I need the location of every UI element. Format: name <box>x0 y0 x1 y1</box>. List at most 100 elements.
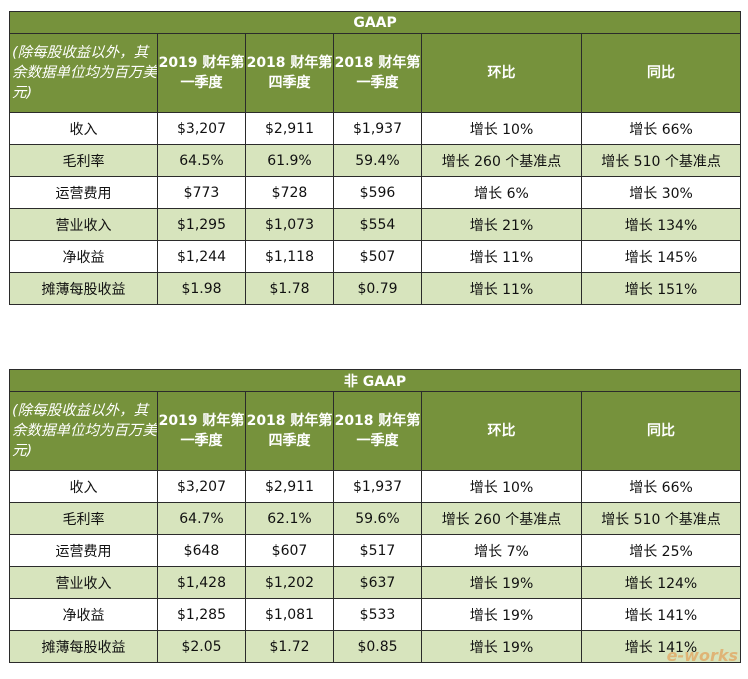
table-cell: 增长 134% <box>580 208 742 241</box>
table-cell: $554 <box>333 208 422 241</box>
row-label: 毛利率 <box>9 502 158 535</box>
table-row: 运营费用 $773 $728 $596 增长 6% 增长 30% <box>9 176 742 209</box>
table-cell: $1,937 <box>333 470 422 503</box>
table-cell: 增长 21% <box>421 208 582 241</box>
row-label: 运营费用 <box>9 534 158 567</box>
table-cell: 增长 30% <box>580 176 742 209</box>
unit-note: (除每股收益以外，其余数据单位均为百万美元) <box>9 391 158 471</box>
table-cell: 增长 145% <box>580 240 742 273</box>
table-cell: $1.72 <box>245 630 334 663</box>
table-row: 摊薄每股收益 $2.05 $1.72 $0.85 增长 19% 增长 141% <box>9 630 742 663</box>
non-gaap-table-title: 非 GAAP <box>8 369 742 392</box>
table-cell: 增长 10% <box>421 112 582 145</box>
table-row: 营业收入 $1,428 $1,202 $637 增长 19% 增长 124% <box>9 566 742 599</box>
watermark-logo: e-works <box>666 646 738 665</box>
table-row: 营业收入 $1,295 $1,073 $554 增长 21% 增长 134% <box>9 208 742 241</box>
table-cell: $1,118 <box>245 240 334 273</box>
table-cell: 增长 11% <box>421 240 582 273</box>
table-cell: $1,295 <box>157 208 246 241</box>
table-cell: 增长 66% <box>580 470 742 503</box>
row-label: 净收益 <box>9 598 158 631</box>
col-yoy: 同比 <box>580 391 742 471</box>
table-cell: $3,207 <box>157 112 246 145</box>
table-cell: 增长 19% <box>421 566 582 599</box>
table-cell: 增长 510 个基准点 <box>580 144 742 177</box>
row-label: 净收益 <box>9 240 158 273</box>
table-cell: 62.1% <box>245 502 334 535</box>
row-label: 收入 <box>9 470 158 503</box>
table-cell: $637 <box>333 566 422 599</box>
table-cell: 增长 11% <box>421 272 582 305</box>
table-cell: 增长 10% <box>421 470 582 503</box>
row-label: 毛利率 <box>9 144 158 177</box>
table-cell: $517 <box>333 534 422 567</box>
table-row: 收入 $3,207 $2,911 $1,937 增长 10% 增长 66% <box>9 470 742 503</box>
table-cell: 增长 151% <box>580 272 742 305</box>
table-cell: $773 <box>157 176 246 209</box>
row-label: 摊薄每股收益 <box>9 272 158 305</box>
table-cell: 59.6% <box>333 502 422 535</box>
row-label: 营业收入 <box>9 566 158 599</box>
table-cell: $648 <box>157 534 246 567</box>
gaap-header-row: (除每股收益以外，其余数据单位均为百万美元) 2019 财年第一季度 2018 … <box>9 33 742 113</box>
table-cell: 增长 6% <box>421 176 582 209</box>
col-qoq: 环比 <box>421 33 582 113</box>
table-cell: $1,244 <box>157 240 246 273</box>
row-label: 营业收入 <box>9 208 158 241</box>
table-cell: 增长 7% <box>421 534 582 567</box>
table-cell: 增长 25% <box>580 534 742 567</box>
gaap-table: GAAP (除每股收益以外，其余数据单位均为百万美元) 2019 财年第一季度 … <box>8 11 742 305</box>
unit-note: (除每股收益以外，其余数据单位均为百万美元) <box>9 33 158 113</box>
table-cell: $1,285 <box>157 598 246 631</box>
table-cell: $0.85 <box>333 630 422 663</box>
table-cell: $596 <box>333 176 422 209</box>
row-label: 运营费用 <box>9 176 158 209</box>
table-row: 毛利率 64.5% 61.9% 59.4% 增长 260 个基准点 增长 510 个基准点 <box>9 144 742 177</box>
table-cell: 增长 510 个基准点 <box>580 502 742 535</box>
col-fy2019-q1: 2019 财年第一季度 <box>157 33 246 113</box>
row-label: 摊薄每股收益 <box>9 630 158 663</box>
table-cell: $507 <box>333 240 422 273</box>
table-cell: $1,081 <box>245 598 334 631</box>
table-cell: $1,073 <box>245 208 334 241</box>
non-gaap-table: 非 GAAP (除每股收益以外，其余数据单位均为百万美元) 2019 财年第一季… <box>8 369 742 663</box>
table-cell: $1,202 <box>245 566 334 599</box>
table-cell: 59.4% <box>333 144 422 177</box>
table-row: 净收益 $1,285 $1,081 $533 增长 19% 增长 141% <box>9 598 742 631</box>
non-gaap-header-row: (除每股收益以外，其余数据单位均为百万美元) 2019 财年第一季度 2018 … <box>9 391 742 471</box>
table-cell: 增长 19% <box>421 598 582 631</box>
table-cell: 增长 124% <box>580 566 742 599</box>
table-cell: $1.78 <box>245 272 334 305</box>
table-cell: $1,937 <box>333 112 422 145</box>
table-cell: 61.9% <box>245 144 334 177</box>
table-cell: 增长 66% <box>580 112 742 145</box>
col-qoq: 环比 <box>421 391 582 471</box>
table-cell: $607 <box>245 534 334 567</box>
col-fy2018-q1: 2018 财年第一季度 <box>333 391 422 471</box>
col-yoy: 同比 <box>580 33 742 113</box>
table-cell: 增长 141% <box>580 598 742 631</box>
table-cell: $728 <box>245 176 334 209</box>
table-cell: 增长 141% <box>580 630 742 663</box>
table-cell: $533 <box>333 598 422 631</box>
row-label: 收入 <box>9 112 158 145</box>
table-cell: $2,911 <box>245 112 334 145</box>
table-row: 毛利率 64.7% 62.1% 59.6% 增长 260 个基准点 增长 510 个基准点 <box>9 502 742 535</box>
table-cell: 64.5% <box>157 144 246 177</box>
table-row: 运营费用 $648 $607 $517 增长 7% 增长 25% <box>9 534 742 567</box>
table-cell: 增长 260 个基准点 <box>421 502 582 535</box>
col-fy2018-q1: 2018 财年第一季度 <box>333 33 422 113</box>
table-row: 收入 $3,207 $2,911 $1,937 增长 10% 增长 66% <box>9 112 742 145</box>
table-cell: 64.7% <box>157 502 246 535</box>
gaap-table-title: GAAP <box>8 11 742 34</box>
table-cell: 增长 19% <box>421 630 582 663</box>
table-cell: $2.05 <box>157 630 246 663</box>
table-cell: $1.98 <box>157 272 246 305</box>
col-fy2018-q4: 2018 财年第四季度 <box>245 391 334 471</box>
table-cell: $1,428 <box>157 566 246 599</box>
table-row: 摊薄每股收益 $1.98 $1.78 $0.79 增长 11% 增长 151% <box>9 272 742 305</box>
table-cell: $0.79 <box>333 272 422 305</box>
col-fy2018-q4: 2018 财年第四季度 <box>245 33 334 113</box>
col-fy2019-q1: 2019 财年第一季度 <box>157 391 246 471</box>
table-cell: $3,207 <box>157 470 246 503</box>
